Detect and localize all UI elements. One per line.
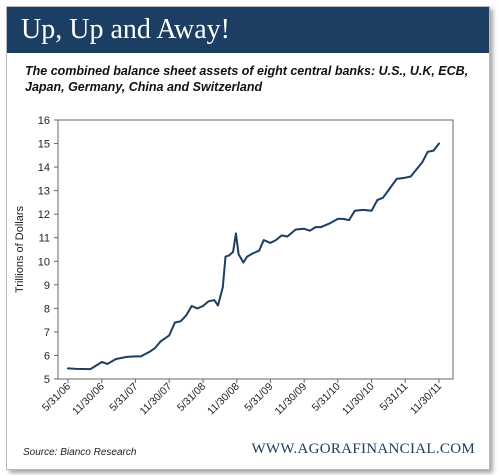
data-point (100, 361, 103, 363)
data-point (353, 209, 356, 212)
chart-subtitle: The combined balance sheet assets of eig… (25, 64, 469, 94)
data-point (174, 321, 176, 324)
y-tick-label: 10 (38, 256, 50, 268)
series-layer (67, 142, 440, 371)
x-tick-label: 11/30/08 (205, 381, 242, 418)
y-tick-label: 12 (38, 209, 50, 221)
data-point (426, 150, 429, 153)
data-point (168, 334, 171, 337)
data-point (75, 368, 78, 370)
data-point (140, 355, 142, 358)
data-point (395, 178, 398, 180)
data-point (159, 340, 162, 343)
data-point (213, 299, 216, 301)
data-point (370, 209, 373, 212)
chart-card: Up, Up and Away! The combined balance sh… (6, 6, 490, 470)
y-tick-label: 15 (38, 139, 50, 151)
data-point (294, 228, 297, 231)
data-point (115, 358, 117, 360)
series-line (67, 142, 440, 371)
plot-area (57, 119, 454, 380)
data-point (280, 234, 283, 237)
y-tick-label: 8 (44, 303, 50, 315)
data-point (67, 367, 69, 370)
data-point (217, 304, 219, 307)
x-tick-label: 5/31/10 (310, 381, 343, 414)
data-point (336, 218, 339, 220)
x-tick-label: 11/30/07 (137, 381, 174, 418)
data-point (202, 305, 204, 307)
x-tick-label: 11/30/06 (70, 381, 107, 418)
data-point (421, 161, 424, 164)
data-point (242, 261, 245, 264)
data-point (228, 254, 231, 257)
data-point (106, 363, 109, 365)
data-point (328, 222, 331, 225)
data-point (320, 226, 322, 229)
data-point (190, 305, 193, 307)
y-tick-label: 5 (44, 374, 50, 386)
data-point (415, 168, 418, 171)
data-point (235, 232, 237, 235)
data-point (148, 351, 151, 353)
y-tick-label: 16 (38, 115, 50, 127)
data-point (258, 249, 260, 252)
data-point (154, 347, 157, 349)
data-point (382, 196, 384, 199)
data-point (432, 149, 435, 152)
y-tick-label: 9 (44, 280, 50, 292)
data-point (409, 175, 412, 178)
y-tick-label: 7 (44, 327, 50, 339)
x-tick-label: 5/31/08 (175, 381, 208, 414)
line-chart: Trillions of Dollars 5 6 7 8 9 10 11 12 13 14 15 16… (14, 115, 454, 418)
chart-title: Up, Up and Away! (21, 14, 230, 45)
data-point (89, 368, 92, 370)
y-tick-label: 11 (39, 233, 50, 245)
y-tick-label: 14 (38, 162, 50, 174)
x-tick-label: 11/30/09 (272, 381, 309, 418)
data-point (126, 356, 128, 358)
x-tick-label: 5/31/07 (107, 381, 140, 414)
data-point (362, 209, 364, 211)
y-tick-label: 13 (38, 186, 50, 198)
data-point (196, 307, 199, 310)
data-point (237, 253, 240, 256)
y-axis-title: Trillions of Dollars (14, 206, 26, 294)
data-point (404, 176, 407, 179)
x-tick-label: 11/30/11 (408, 381, 444, 417)
data-point (221, 286, 224, 289)
data-point (185, 314, 188, 317)
website-link[interactable]: WWW.AGORAFINANCIAL.COM (251, 441, 475, 457)
x-tick-label: 5/31/11 (378, 381, 411, 414)
data-point (348, 219, 350, 222)
data-point (314, 226, 317, 229)
data-point (232, 251, 235, 253)
data-point (134, 355, 137, 358)
data-point (387, 189, 390, 192)
y-tick-label: 6 (44, 350, 50, 362)
data-point (246, 255, 249, 258)
title-bar: Up, Up and Away! (7, 7, 489, 53)
data-point (275, 239, 277, 242)
data-point (269, 242, 272, 244)
data-point (286, 235, 289, 238)
data-point (309, 229, 311, 232)
data-point (207, 300, 210, 303)
x-tick-label: 11/30/10 (340, 381, 377, 418)
data-point (438, 142, 440, 145)
data-point (376, 199, 379, 202)
x-tick-label: 5/31/09 (242, 381, 275, 414)
y-axis-title-group: Trillions of Dollars (14, 206, 26, 294)
data-point (262, 239, 265, 242)
data-point (342, 218, 345, 220)
data-point (179, 320, 182, 323)
data-point (303, 227, 306, 230)
data-point (224, 255, 227, 258)
source-note: Source: Bianco Research (23, 447, 137, 458)
data-point (252, 252, 255, 254)
